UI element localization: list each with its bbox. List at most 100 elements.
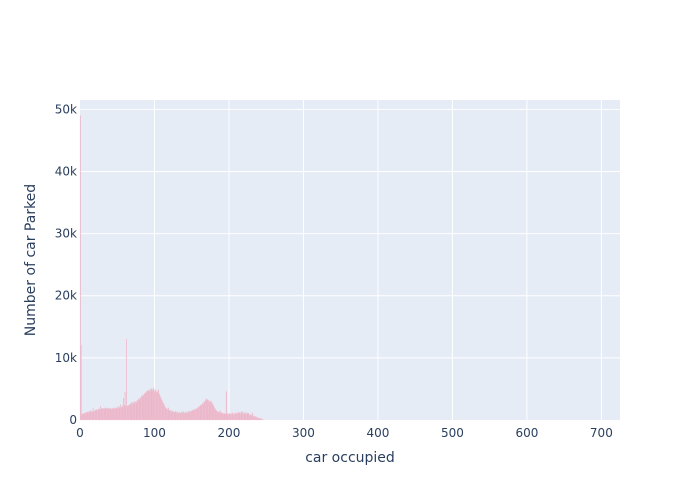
histogram-bar	[178, 413, 180, 421]
histogram-bar	[213, 407, 215, 421]
histogram-bar	[117, 406, 119, 421]
histogram-bar	[236, 413, 238, 421]
histogram-bar	[214, 408, 216, 421]
histogram-bar	[93, 411, 95, 421]
histogram-bar	[234, 413, 236, 421]
histogram-bar	[248, 413, 250, 421]
histogram-bar	[199, 406, 201, 421]
histogram-bar	[197, 407, 199, 421]
histogram-bar	[85, 412, 87, 421]
histogram-bar	[199, 404, 201, 421]
histogram-bar	[260, 418, 262, 421]
histogram-bar	[257, 417, 259, 421]
histogram-bar	[86, 411, 88, 421]
histogram-bar	[142, 394, 144, 421]
histogram-bar	[252, 416, 254, 421]
histogram-bar	[164, 406, 166, 421]
y-axis-title: Number of car Parked	[23, 184, 39, 336]
histogram-bar	[135, 402, 137, 421]
histogram-bar	[232, 413, 234, 421]
histogram-bar	[209, 402, 211, 421]
histogram-bar	[196, 408, 198, 421]
histogram-bar	[79, 115, 81, 421]
histogram-bar	[202, 403, 203, 421]
histogram-bar	[99, 409, 101, 421]
histogram-bar	[131, 401, 133, 421]
histogram-bar	[136, 400, 138, 421]
histogram-bar	[205, 400, 206, 421]
histogram-bar	[170, 411, 172, 421]
histogram-bar	[83, 413, 85, 421]
histogram-bar	[242, 413, 244, 421]
histogram-bar	[149, 389, 151, 421]
x-tick-label: 0	[76, 426, 84, 440]
y-tick-label: 0	[69, 413, 77, 427]
histogram-bar	[247, 413, 249, 421]
histogram-bar	[239, 412, 241, 421]
bars	[79, 115, 264, 421]
histogram-bar	[241, 411, 243, 421]
histogram-bar	[134, 401, 136, 421]
histogram-bar	[82, 413, 84, 421]
histogram-bar	[167, 407, 169, 421]
histogram-bar	[184, 411, 186, 421]
histogram-bar	[222, 413, 224, 421]
histogram-bar	[130, 404, 132, 421]
histogram-bar	[151, 388, 153, 421]
histogram-bar	[240, 413, 241, 421]
histogram-bar	[228, 413, 230, 421]
histogram-bar	[143, 393, 145, 421]
histogram-bar	[233, 414, 235, 421]
grid-lines	[80, 100, 620, 420]
histogram-bar	[194, 408, 196, 421]
histogram-bar	[88, 411, 90, 421]
histogram-bar	[183, 413, 185, 421]
histogram-bar	[132, 403, 133, 421]
histogram-bar	[262, 419, 264, 421]
histogram-bar	[201, 404, 203, 421]
histogram-bar	[230, 414, 232, 421]
histogram-bar	[190, 411, 192, 421]
x-axis-title: car occupied	[305, 450, 395, 466]
histogram-bar	[220, 413, 222, 421]
histogram-bar	[190, 411, 192, 421]
histogram-bar	[138, 399, 140, 421]
histogram-bar	[139, 397, 141, 421]
histogram-bar	[84, 413, 86, 421]
histogram-bar	[259, 418, 261, 421]
histogram-bar	[204, 401, 206, 421]
histogram-bar	[168, 409, 170, 421]
histogram-bar	[110, 409, 112, 421]
histogram-bar	[137, 398, 139, 421]
plot-background	[80, 100, 620, 420]
histogram-bar	[231, 413, 233, 421]
histogram-bar	[164, 405, 166, 421]
histogram-bar	[91, 411, 93, 421]
histogram-bar	[112, 408, 114, 421]
histogram-bar	[122, 405, 124, 421]
histogram-bar	[211, 403, 213, 421]
histogram-bar	[166, 408, 168, 421]
histogram-bar	[132, 402, 134, 421]
histogram-bar	[217, 411, 219, 421]
histogram-bar	[213, 405, 215, 421]
histogram-bar	[173, 412, 175, 421]
histogram-bar	[218, 412, 220, 421]
histogram-bar	[95, 410, 97, 421]
histogram-bar	[158, 393, 160, 421]
histogram-bar	[115, 408, 117, 421]
histogram-bar	[167, 409, 168, 421]
histogram-bar	[188, 412, 190, 421]
histogram-bar	[161, 399, 163, 421]
histogram-bar	[198, 406, 200, 421]
histogram-bar	[114, 408, 116, 421]
histogram-bar	[118, 406, 120, 421]
histogram-bar	[212, 404, 214, 421]
histogram-bar	[208, 401, 210, 421]
histogram-bar	[96, 409, 98, 421]
histogram-bar	[120, 406, 122, 421]
histogram-bar	[206, 400, 208, 421]
histogram-bar	[191, 409, 193, 421]
histogram-bar	[245, 414, 247, 421]
